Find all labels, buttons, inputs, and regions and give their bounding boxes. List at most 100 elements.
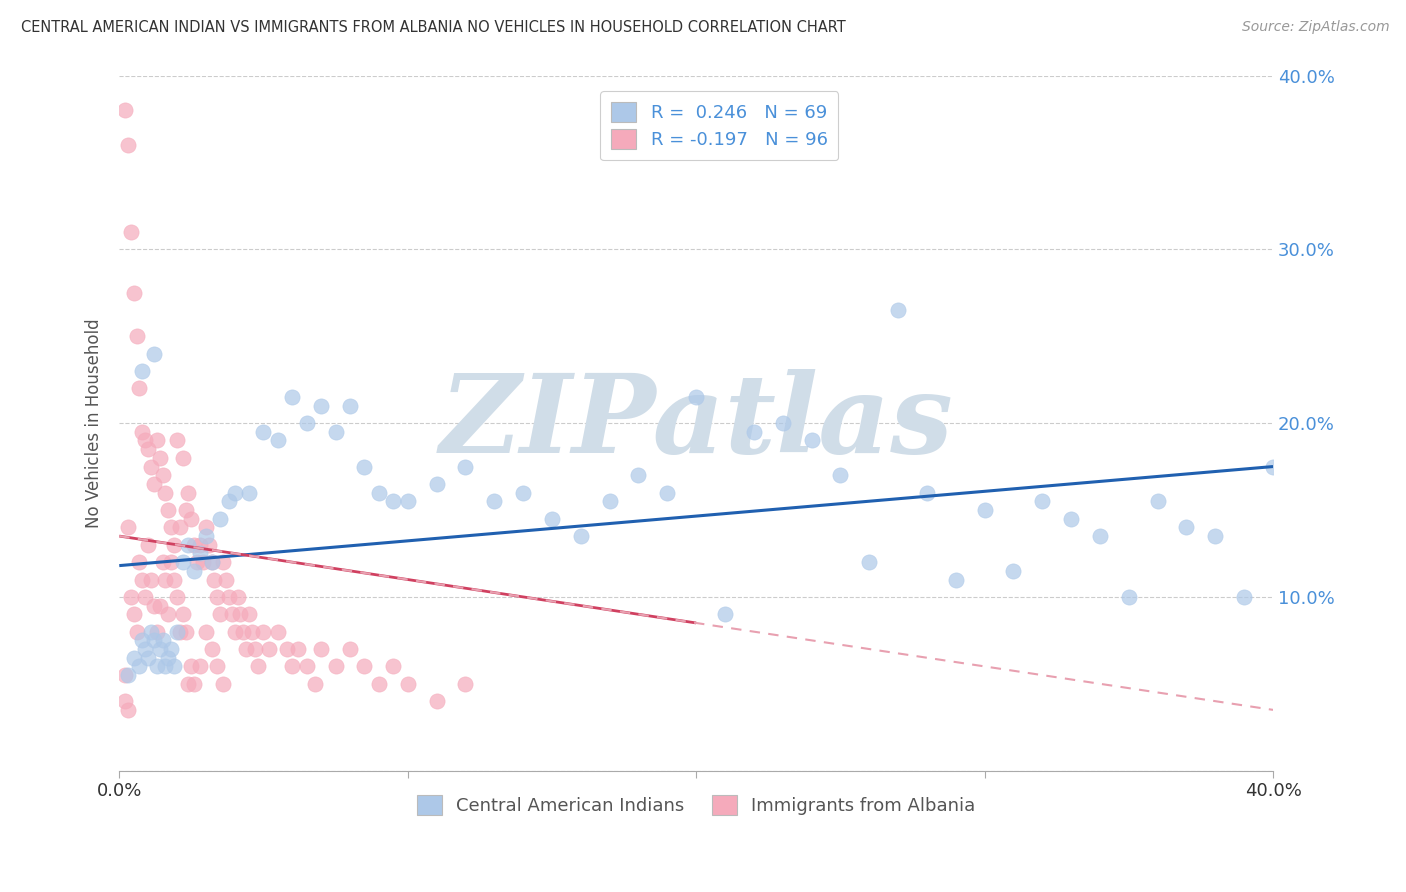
Point [139,624,162,639]
Point [1002,564,1025,578]
Point [204,573,226,587]
Point [160,642,183,657]
Point [367,677,389,691]
Point [382,659,405,673]
Point [188,538,211,552]
Point [1261,459,1284,474]
Point [169,520,191,534]
Point [226,590,249,604]
Point [142,477,165,491]
Point [134,590,156,604]
Point [172,450,194,465]
Point [353,459,375,474]
Point [830,468,852,483]
Point [114,694,136,708]
Point [163,659,186,673]
Point [218,590,240,604]
Point [1088,529,1111,543]
Point [267,434,290,448]
Text: Source: ZipAtlas.com: Source: ZipAtlas.com [1241,20,1389,34]
Point [800,434,823,448]
Point [194,624,217,639]
Point [454,677,477,691]
Point [155,659,177,673]
Point [243,642,266,657]
Point [325,425,347,439]
Point [149,599,172,613]
Point [120,225,142,239]
Point [1204,529,1226,543]
Text: CENTRAL AMERICAN INDIAN VS IMMIGRANTS FROM ALBANIA NO VEHICLES IN HOUSEHOLD CORR: CENTRAL AMERICAN INDIAN VS IMMIGRANTS FR… [21,20,846,35]
Point [915,485,938,500]
Point [396,677,419,691]
Point [194,529,217,543]
Point [188,546,211,560]
Point [128,381,150,395]
Point [309,642,332,657]
Point [125,624,148,639]
Point [157,607,180,622]
Point [207,590,229,604]
Point [128,555,150,569]
Point [685,390,707,404]
Point [128,659,150,673]
Y-axis label: No Vehicles in Household: No Vehicles in Household [86,318,103,528]
Point [166,624,188,639]
Point [309,399,332,413]
Point [149,450,172,465]
Point [339,399,361,413]
Point [246,659,269,673]
Point [172,555,194,569]
Text: ZIPatlas: ZIPatlas [439,369,953,477]
Point [131,425,153,439]
Point [183,538,205,552]
Point [714,607,737,622]
Point [287,642,309,657]
Point [177,538,200,552]
Point [197,538,219,552]
Point [117,520,139,534]
Point [122,607,145,622]
Point [858,555,880,569]
Point [1118,590,1140,604]
Point [122,650,145,665]
Point [152,633,174,648]
Point [139,573,162,587]
Point [125,329,148,343]
Point [146,659,169,673]
Point [224,485,246,500]
Point [325,659,347,673]
Point [142,346,165,360]
Point [149,642,172,657]
Point [235,642,257,657]
Point [232,624,254,639]
Point [172,607,194,622]
Point [945,573,967,587]
Point [240,624,263,639]
Point [224,624,246,639]
Point [1060,511,1083,525]
Point [186,555,208,569]
Point [304,677,326,691]
Point [212,555,235,569]
Point [252,425,274,439]
Point [367,485,389,500]
Point [183,564,205,578]
Point [259,642,281,657]
Point [973,503,995,517]
Point [122,285,145,300]
Point [541,511,564,525]
Point [200,555,222,569]
Point [174,624,197,639]
Point [281,390,304,404]
Point [117,668,139,682]
Point [772,416,794,430]
Point [887,303,910,318]
Point [155,573,177,587]
Point [146,624,169,639]
Point [139,459,162,474]
Point [212,677,235,691]
Point [163,538,186,552]
Point [238,607,260,622]
Point [114,103,136,118]
